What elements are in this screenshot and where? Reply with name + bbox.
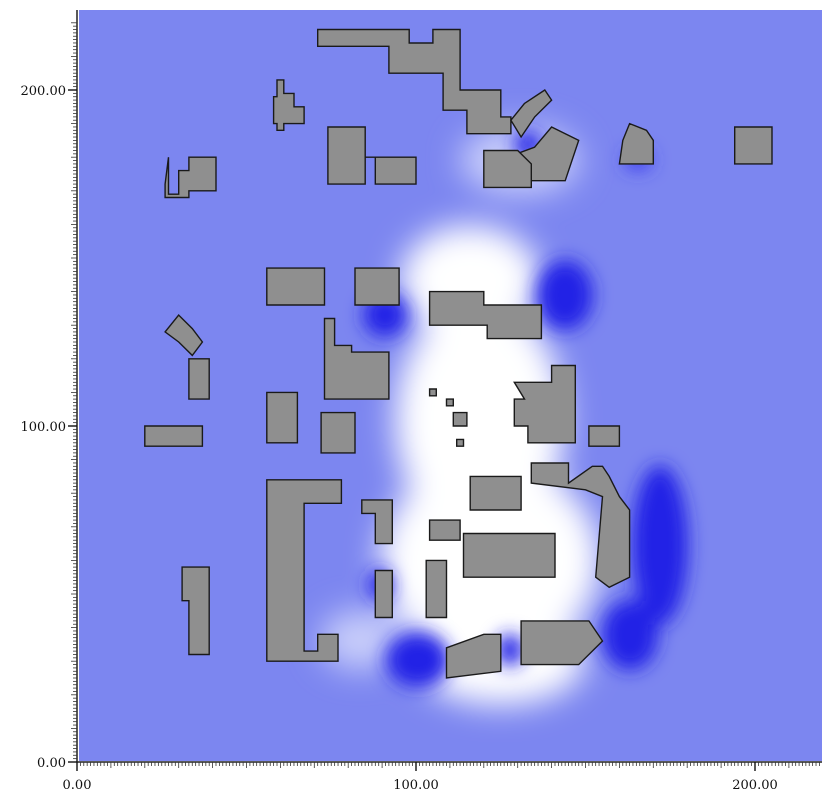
x-tick-label: 200.00 — [732, 778, 778, 793]
building-14 — [188, 358, 210, 400]
building-08 — [734, 126, 773, 165]
building-17 — [320, 411, 356, 454]
building-06 — [483, 149, 532, 189]
building-19 — [513, 364, 576, 444]
field-low-zone — [537, 260, 593, 330]
building-25 — [428, 519, 461, 541]
building-24 — [361, 499, 393, 545]
building-34 — [452, 411, 468, 427]
building-27 — [181, 566, 210, 656]
building-21 — [530, 462, 631, 589]
building-16 — [266, 391, 299, 444]
building-07 — [618, 122, 654, 165]
field-low-zone — [496, 634, 524, 666]
field-low-zone — [632, 465, 688, 625]
building-01 — [317, 28, 512, 135]
building-18 — [144, 425, 204, 447]
y-tick-label: 200.00 — [21, 84, 67, 99]
building-05 — [327, 126, 417, 185]
x-tick-label: 0.00 — [63, 778, 92, 793]
minor-ticks — [71, 22, 820, 768]
building-28 — [374, 569, 393, 619]
building-10 — [266, 267, 326, 306]
building-23 — [266, 479, 343, 662]
building-03 — [510, 89, 553, 139]
x-tick-label: 100.00 — [393, 778, 439, 793]
building-22 — [469, 475, 522, 511]
building-30 — [445, 633, 502, 679]
building-26 — [462, 532, 556, 578]
building-02 — [272, 79, 305, 132]
building-32 — [428, 388, 437, 397]
building-13 — [164, 314, 204, 357]
major-ticks: 0.00 100.00 200.00 0.00 100.00 200.00 — [21, 84, 778, 793]
building-29 — [425, 559, 448, 619]
building-09 — [164, 156, 217, 199]
building-layer — [144, 28, 773, 679]
building-11 — [354, 267, 400, 306]
field-low-zone — [602, 600, 658, 670]
field-low-zone — [386, 632, 450, 688]
y-tick-label: 0.00 — [37, 756, 66, 771]
building-20 — [588, 425, 621, 447]
field-mid-zone — [320, 610, 400, 670]
building-35 — [456, 438, 465, 447]
y-tick-label: 100.00 — [21, 420, 67, 435]
building-33 — [445, 398, 454, 407]
building-12 — [428, 290, 543, 340]
building-31 — [520, 620, 604, 666]
building-15 — [323, 317, 390, 400]
